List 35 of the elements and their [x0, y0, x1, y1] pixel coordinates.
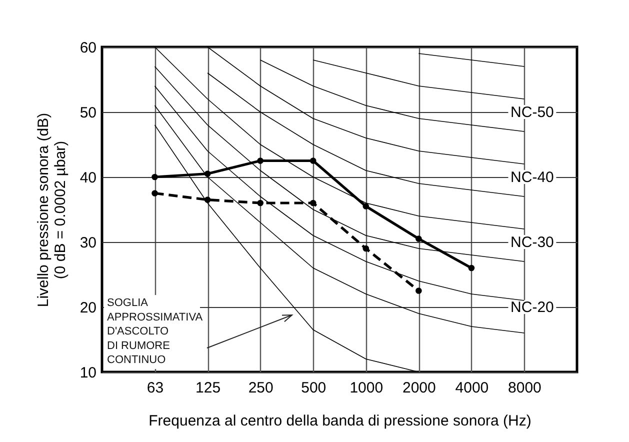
annotation: SOGLIA APPROSSIMATIVA D'ASCOLTO DI RUMORE CONTINUO [107, 297, 204, 366]
point [362, 203, 370, 210]
x-tick-label: 250 [248, 380, 274, 396]
line-series [312, 60, 525, 100]
point [152, 190, 158, 196]
annotation: NC-30 [510, 234, 554, 251]
point [310, 200, 316, 206]
y-tick-label: 20 [80, 300, 96, 316]
x-tick-label: 63 [146, 380, 164, 396]
point [310, 158, 316, 164]
x-tick-label: 500 [301, 380, 326, 396]
point [204, 170, 211, 177]
point [468, 264, 475, 272]
y-tick-label: 10 [80, 364, 96, 382]
point [204, 196, 211, 203]
point [362, 245, 370, 252]
y-tick-label: 30 [80, 234, 96, 252]
annotation: NC-40 [510, 169, 554, 186]
point [416, 236, 422, 242]
y-tick-label: 60 [80, 40, 96, 56]
x-axis-title: Frequenza al centro della banda di pressione sonora (Hz) [148, 412, 532, 430]
point [416, 288, 422, 294]
point [152, 174, 158, 180]
y-axis-title: Livello pressione sonora (dB) (0 dB = 0.0002 µbar) [34, 112, 69, 308]
x-tick-label: 2000 [402, 380, 436, 396]
point [257, 200, 264, 206]
x-tick-label: 8000 [508, 380, 542, 396]
annotation: NC-20 [510, 299, 554, 316]
x-tick-label: 125 [196, 380, 221, 396]
y-tick-label: 50 [80, 104, 96, 122]
x-tick-label: 4000 [455, 380, 489, 396]
y-tick-label: 40 [80, 170, 96, 186]
point [257, 158, 264, 164]
annotation: NC-50 [510, 104, 554, 121]
x-tick-label: 1000 [350, 380, 384, 396]
